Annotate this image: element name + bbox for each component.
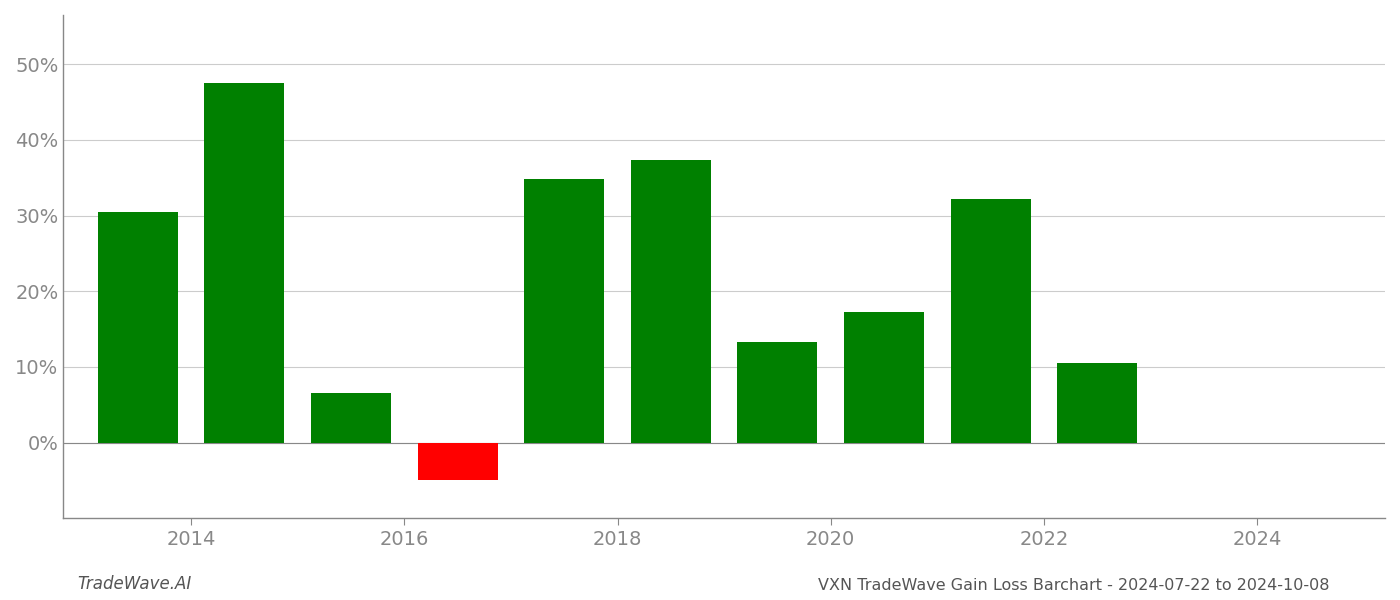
Text: VXN TradeWave Gain Loss Barchart - 2024-07-22 to 2024-10-08: VXN TradeWave Gain Loss Barchart - 2024-… (819, 578, 1330, 593)
Bar (951, 199, 1030, 443)
Bar (844, 311, 924, 443)
Bar (738, 342, 818, 443)
Bar (417, 443, 497, 481)
Bar (204, 83, 284, 443)
Text: TradeWave.AI: TradeWave.AI (77, 575, 192, 593)
Bar (524, 179, 605, 443)
Bar (311, 394, 391, 443)
Bar (631, 160, 711, 443)
Bar (1057, 363, 1137, 443)
Bar (98, 212, 178, 443)
